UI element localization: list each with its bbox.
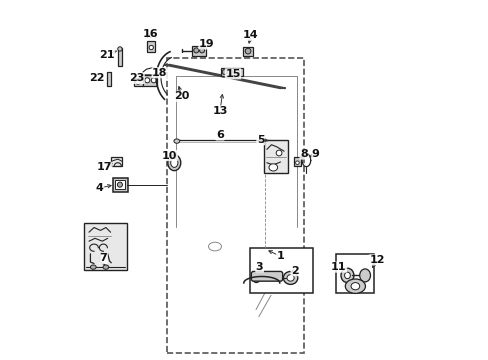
Text: 14: 14 bbox=[243, 30, 258, 40]
Ellipse shape bbox=[227, 69, 232, 75]
FancyBboxPatch shape bbox=[251, 271, 282, 281]
Ellipse shape bbox=[117, 182, 122, 187]
Text: 1: 1 bbox=[276, 251, 284, 261]
Text: 7: 7 bbox=[99, 253, 107, 264]
Text: 13: 13 bbox=[212, 106, 227, 116]
Ellipse shape bbox=[268, 164, 277, 171]
Ellipse shape bbox=[234, 69, 239, 75]
Text: 21: 21 bbox=[99, 50, 115, 60]
Ellipse shape bbox=[283, 271, 297, 284]
Bar bbox=[167, 58, 303, 353]
Text: 5: 5 bbox=[256, 135, 264, 145]
Ellipse shape bbox=[252, 275, 260, 283]
Ellipse shape bbox=[345, 279, 365, 293]
Ellipse shape bbox=[136, 80, 140, 84]
Text: 10: 10 bbox=[162, 150, 177, 161]
Bar bbox=[336, 254, 373, 293]
Ellipse shape bbox=[276, 150, 282, 156]
Ellipse shape bbox=[295, 161, 299, 165]
Ellipse shape bbox=[350, 283, 359, 290]
Bar bbox=[242, 47, 253, 56]
Ellipse shape bbox=[359, 269, 370, 282]
Bar bbox=[133, 78, 142, 86]
Text: 16: 16 bbox=[142, 29, 158, 39]
Text: 12: 12 bbox=[368, 255, 384, 265]
Text: 3: 3 bbox=[255, 262, 263, 272]
Text: 4: 4 bbox=[96, 183, 103, 193]
Text: 11: 11 bbox=[330, 262, 346, 272]
Text: 17: 17 bbox=[96, 162, 112, 172]
Ellipse shape bbox=[151, 78, 156, 83]
Text: 9: 9 bbox=[311, 149, 319, 159]
Bar bbox=[192, 46, 205, 56]
Text: 15: 15 bbox=[225, 69, 240, 79]
Ellipse shape bbox=[90, 265, 96, 269]
Ellipse shape bbox=[170, 158, 178, 167]
Ellipse shape bbox=[167, 155, 181, 171]
Ellipse shape bbox=[286, 275, 294, 281]
Bar bbox=[118, 48, 122, 66]
Ellipse shape bbox=[222, 69, 227, 75]
Ellipse shape bbox=[103, 265, 108, 269]
Bar bbox=[264, 140, 287, 173]
Text: 18: 18 bbox=[152, 68, 167, 78]
Bar bbox=[111, 157, 122, 166]
Ellipse shape bbox=[118, 47, 122, 51]
Bar bbox=[113, 178, 127, 192]
Bar bbox=[115, 180, 124, 189]
Ellipse shape bbox=[344, 272, 349, 279]
Ellipse shape bbox=[144, 78, 149, 83]
Text: 2: 2 bbox=[290, 266, 298, 276]
Ellipse shape bbox=[174, 139, 179, 143]
Bar bbox=[221, 68, 242, 76]
Ellipse shape bbox=[340, 268, 353, 283]
Ellipse shape bbox=[193, 48, 199, 53]
Ellipse shape bbox=[199, 48, 204, 53]
Bar bbox=[147, 41, 155, 52]
Text: 23: 23 bbox=[128, 73, 144, 84]
Ellipse shape bbox=[149, 45, 153, 50]
Text: 6: 6 bbox=[216, 130, 224, 140]
Bar bbox=[294, 157, 300, 166]
Text: 19: 19 bbox=[199, 39, 214, 49]
Bar bbox=[249, 248, 312, 293]
Ellipse shape bbox=[244, 48, 250, 54]
Text: 8: 8 bbox=[300, 149, 307, 159]
Bar bbox=[142, 75, 157, 86]
Text: 22: 22 bbox=[89, 73, 104, 84]
Bar bbox=[84, 223, 127, 270]
Bar bbox=[107, 72, 111, 86]
Text: 20: 20 bbox=[173, 91, 189, 102]
